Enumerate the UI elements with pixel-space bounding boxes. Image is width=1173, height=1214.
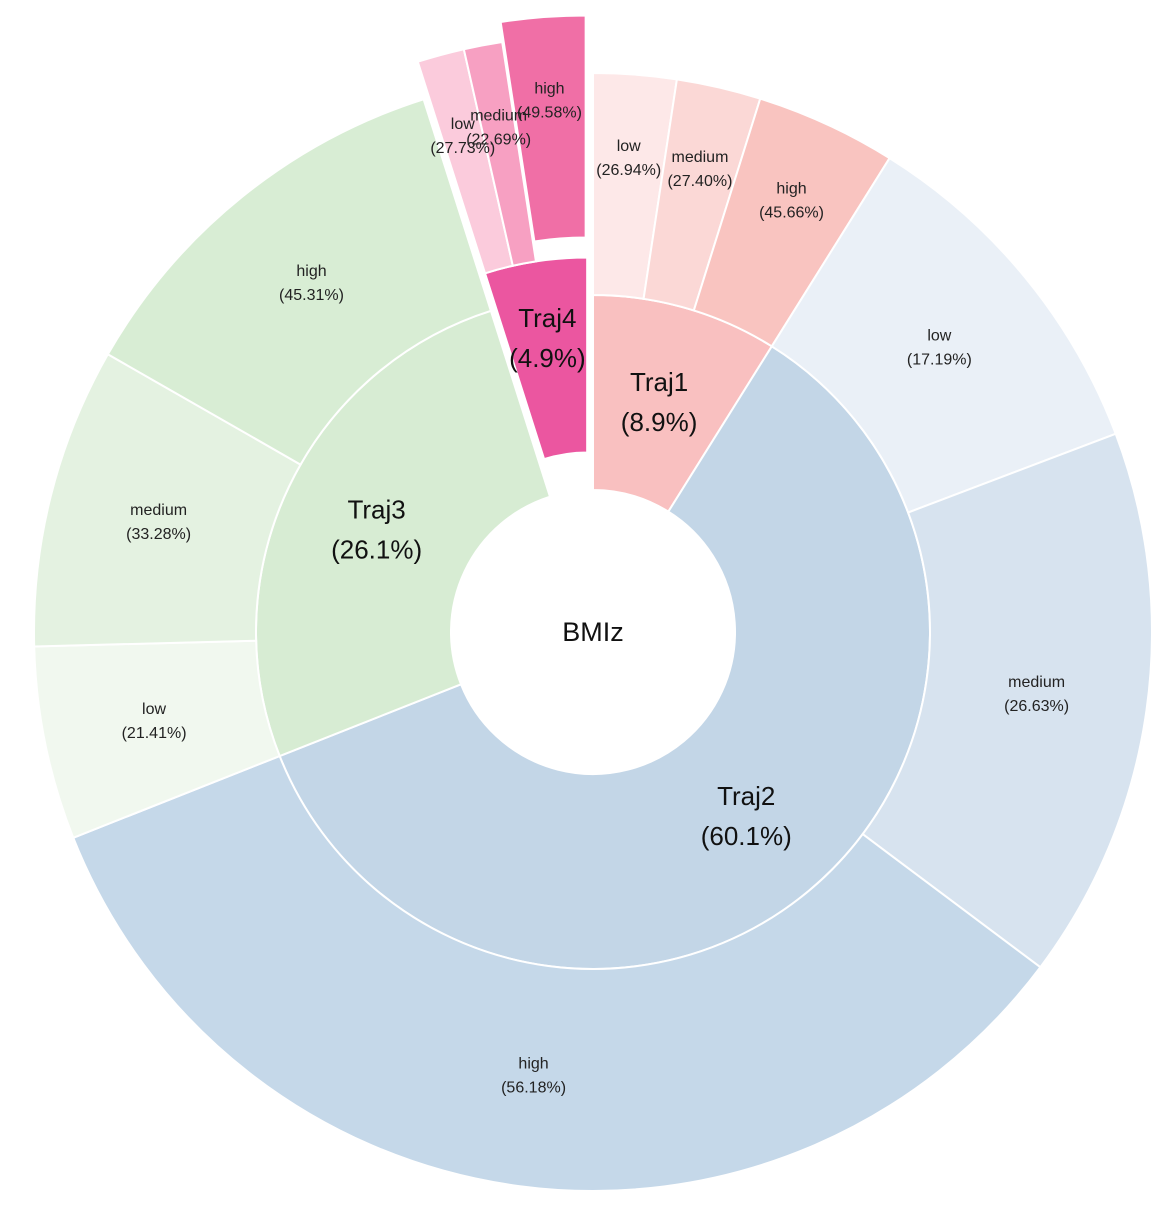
inner-label-traj2: Traj2 (60.1%) xyxy=(701,781,792,851)
outer-segment-traj2-high xyxy=(71,754,1042,1192)
segment-labels: Traj1 (8.9%) low (26.94%)medium (27.40%) high… xyxy=(122,81,1069,1097)
outer-label-traj3-low: low (21.41%) xyxy=(122,701,187,742)
outer-label-traj1-high: high (45.66%) xyxy=(759,180,824,221)
outer-segment-traj3-high xyxy=(106,98,493,466)
inner-label-traj4: Traj4 (4.9%) xyxy=(509,303,586,373)
outer-label-traj3-high: high (45.31%) xyxy=(279,263,344,304)
outer-label-traj2-low: low (17.19%) xyxy=(907,327,972,368)
outer-label-traj4-high: high (49.58%) xyxy=(517,81,582,122)
outer-label-traj2-medium: medium (26.63%) xyxy=(1004,674,1069,715)
outer-segment-traj2-medium xyxy=(861,432,1153,969)
outer-segment-traj4-high xyxy=(499,14,587,243)
outer-label-traj1-low: low (26.94%) xyxy=(596,138,661,179)
center-label: BMIz xyxy=(562,617,624,647)
inner-label-traj3: Traj3 (26.1%) xyxy=(331,494,422,564)
outer-segment-traj4-medium xyxy=(462,40,538,267)
inner-label-traj1: Traj1 (8.9%) xyxy=(621,367,698,437)
outer-label-traj2-high: high (56.18%) xyxy=(501,1056,566,1097)
center-hole xyxy=(451,490,735,774)
outer-ring xyxy=(33,14,1153,1192)
outer-label-traj3-medium: medium (33.28%) xyxy=(126,502,191,543)
outer-label-traj4-low: low (27.73%) xyxy=(430,116,495,157)
outer-label-traj1-medium: medium (27.40%) xyxy=(667,149,732,190)
outer-label-traj4-medium: medium (22.69%) xyxy=(466,108,531,149)
